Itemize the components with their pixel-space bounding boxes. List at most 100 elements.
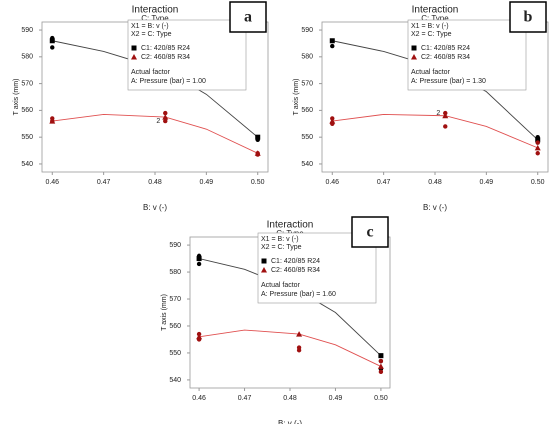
factor: A: Pressure (bar) = 1.00 — [131, 78, 206, 85]
design-point — [443, 110, 448, 116]
x-axis-label: B: v (-) — [423, 203, 447, 212]
y-tick-label: 590 — [21, 27, 33, 34]
x-tick-label: 0.50 — [531, 179, 545, 186]
design-point — [330, 121, 335, 126]
panel-letter: a — [244, 9, 252, 26]
x-tick-label: 0.47 — [238, 395, 252, 402]
mean-marker — [535, 137, 541, 143]
fit-line — [52, 113, 258, 154]
legend-header: X1 = B: v (-) — [411, 23, 449, 30]
design-point — [443, 124, 448, 129]
mean-marker — [534, 144, 541, 151]
factor: A: Pressure (bar) = 1.30 — [411, 78, 486, 85]
y-tick-label: 550 — [169, 350, 181, 357]
annotation: 2 — [436, 110, 440, 117]
legend-marker — [131, 54, 137, 60]
x-tick-label: 0.48 — [283, 395, 297, 402]
y-tick-label: 570 — [301, 80, 313, 87]
mean-marker — [378, 353, 384, 359]
mean-marker — [377, 363, 384, 369]
legend-header: X2 = C: Type — [411, 31, 452, 38]
design-point — [535, 134, 540, 140]
design-point — [255, 152, 260, 157]
x-tick-label: 0.48 — [148, 179, 162, 186]
chart-title: Interaction — [412, 5, 459, 16]
legend-marker — [261, 258, 267, 264]
panel-letter-box — [229, 1, 267, 33]
y-tick-label: 570 — [169, 296, 181, 303]
x-tick-label: 0.49 — [480, 179, 494, 186]
design-point — [296, 348, 302, 353]
legend-marker — [131, 45, 137, 51]
panel-letter-box — [351, 216, 389, 248]
mean-marker — [49, 38, 55, 44]
factor-title: Actual factor — [131, 69, 171, 76]
panel-letter: c — [366, 224, 373, 241]
x-tick-label: 0.48 — [428, 179, 442, 186]
x-tick-label: 0.49 — [329, 395, 343, 402]
factor-title: Actual factor — [261, 282, 301, 289]
design-point — [50, 118, 55, 124]
legend-label: C2: 460/85 R34 — [271, 267, 320, 274]
design-point — [330, 38, 335, 43]
y-tick-label: 560 — [169, 323, 181, 330]
annotation: 2 — [156, 118, 160, 125]
x-tick-label: 0.50 — [251, 179, 265, 186]
factor: A: Pressure (bar) = 1.60 — [261, 291, 336, 298]
legend-marker — [261, 267, 267, 273]
design-point — [330, 43, 335, 49]
mean-marker — [442, 112, 449, 119]
y-tick-label: 580 — [169, 269, 181, 276]
y-tick-label: 580 — [21, 54, 33, 61]
y-tick-label: 540 — [21, 161, 33, 168]
design-point — [378, 358, 384, 364]
y-tick-label: 550 — [21, 134, 33, 141]
design-point — [163, 110, 168, 116]
panel-letter-box — [509, 1, 547, 33]
x-tick-label: 0.47 — [97, 179, 111, 186]
y-axis-label: T axis (mm) — [293, 79, 300, 116]
legend-header: X1 = B: v (-) — [261, 236, 299, 243]
design-point — [255, 137, 260, 143]
legend-marker — [411, 45, 417, 51]
x-tick-label: 0.46 — [192, 395, 206, 402]
x-tick-label: 0.47 — [377, 179, 391, 186]
design-point — [163, 118, 168, 124]
legend-header: X1 = B: v (-) — [131, 23, 169, 30]
y-tick-label: 560 — [301, 107, 313, 114]
design-point — [196, 337, 202, 342]
x-tick-label: 0.49 — [200, 179, 214, 186]
mean-marker — [162, 114, 169, 120]
design-point — [196, 261, 202, 267]
x-tick-label: 0.46 — [45, 179, 59, 186]
mean-marker — [196, 256, 202, 262]
fit-line — [332, 113, 538, 149]
chart-title: Interaction — [267, 220, 314, 231]
y-tick-label: 550 — [301, 134, 313, 141]
y-tick-label: 540 — [301, 161, 313, 168]
design-point — [50, 45, 55, 50]
legend-box — [127, 19, 247, 91]
y-tick-label: 590 — [301, 27, 313, 34]
legend-label: C2: 460/85 R34 — [421, 54, 470, 61]
fit-line — [199, 329, 382, 367]
x-axis-label: B: v (-) — [278, 419, 302, 424]
x-tick-label: 0.50 — [374, 395, 388, 402]
design-point — [330, 116, 335, 121]
design-point — [535, 140, 540, 145]
chart-subtitle: C: Type — [421, 14, 449, 23]
legend-label: C2: 460/85 R34 — [141, 54, 190, 61]
y-tick-label: 580 — [301, 54, 313, 61]
y-axis-label: T axis (mm) — [161, 294, 168, 331]
y-tick-label: 540 — [169, 377, 181, 384]
legend-box — [407, 19, 527, 91]
design-point — [196, 331, 202, 337]
legend-marker — [411, 54, 417, 60]
legend-header: X2 = C: Type — [131, 31, 172, 38]
legend-label: C1: 420/85 R24 — [141, 45, 190, 52]
design-point — [535, 151, 540, 156]
factor-title: Actual factor — [411, 69, 451, 76]
panel-letter: b — [524, 9, 533, 26]
y-tick-label: 560 — [21, 107, 33, 114]
